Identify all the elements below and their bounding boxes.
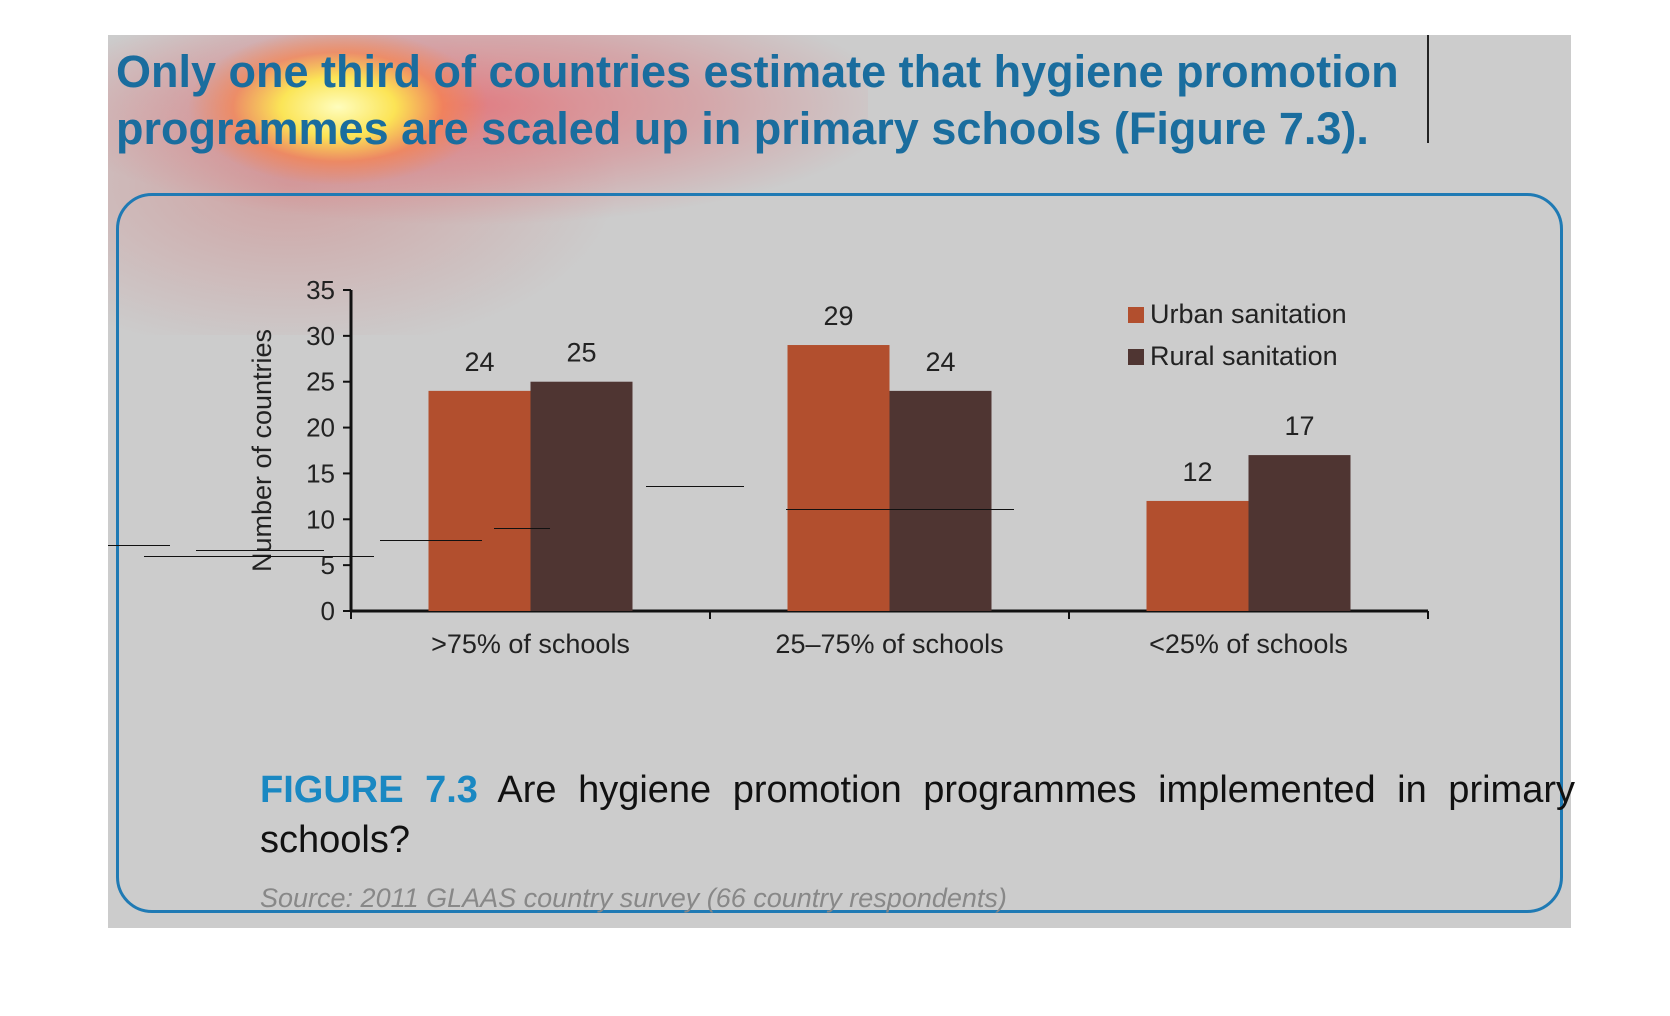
y-tick-label: 30: [306, 321, 335, 351]
x-tick-label: <25% of schools: [1149, 629, 1348, 659]
y-tick-label: 0: [321, 596, 335, 626]
y-tick-label: 25: [306, 367, 335, 397]
data-label: 24: [925, 347, 955, 377]
bar: [889, 390, 992, 611]
stray-line: [380, 540, 482, 541]
data-label: 17: [1284, 411, 1314, 441]
stray-line: [144, 556, 374, 557]
figure-panel: Only one third of countries estimate tha…: [108, 35, 1575, 928]
bar: [1248, 455, 1351, 611]
data-label: 29: [823, 301, 853, 331]
headline: Only one third of countries estimate tha…: [116, 46, 1399, 154]
y-tick-label: 10: [306, 504, 335, 534]
data-label: 12: [1182, 457, 1212, 487]
figure-box: [116, 193, 1563, 913]
y-tick-label: 20: [306, 413, 335, 443]
stray-line: [108, 545, 170, 546]
figure-caption-text: Are hygiene promotion programmes impleme…: [260, 769, 1575, 861]
x-tick-label: 25–75% of schools: [775, 629, 1003, 659]
x-tick-label: >75% of schools: [431, 629, 630, 659]
stray-line: [786, 509, 1014, 510]
bar: [787, 345, 890, 611]
y-tick-label: 35: [306, 275, 335, 305]
legend-swatch: [1128, 307, 1144, 323]
source-note: Source: 2011 GLAAS country survey (66 co…: [260, 883, 1007, 913]
stray-line: [494, 528, 550, 529]
stray-line: [196, 550, 324, 551]
text-cursor: [1427, 35, 1429, 143]
bar: [1146, 500, 1249, 611]
figure-label: FIGURE 7.3: [260, 769, 478, 811]
legend-swatch: [1128, 349, 1144, 365]
y-tick-label: 5: [321, 550, 335, 580]
figure-caption: FIGURE 7.3 Are hygiene promotion program…: [260, 765, 1575, 865]
data-label: 25: [566, 338, 596, 368]
data-label: 24: [464, 347, 494, 377]
stray-line: [646, 486, 744, 487]
bar-chart: 0 5 10 15 20 25 30 35 Number of countries 24 25 >75…: [247, 275, 1429, 659]
legend-label: Rural sanitation: [1150, 341, 1338, 371]
y-tick-label: 15: [306, 458, 335, 488]
bar: [428, 390, 531, 611]
legend-label: Urban sanitation: [1150, 299, 1347, 329]
y-axis-label: Number of countries: [247, 329, 277, 572]
bar: [530, 381, 633, 611]
